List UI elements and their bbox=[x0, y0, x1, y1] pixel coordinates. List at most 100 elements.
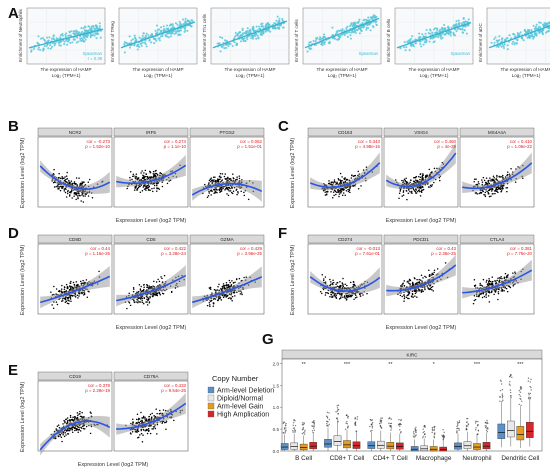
data-point bbox=[534, 25, 538, 28]
data-point bbox=[500, 290, 503, 292]
data-point bbox=[153, 184, 156, 187]
data-point bbox=[36, 41, 39, 44]
data-point bbox=[431, 288, 433, 291]
data-point bbox=[143, 185, 145, 187]
data-point bbox=[503, 289, 505, 292]
data-point bbox=[479, 191, 482, 194]
outlier-point bbox=[380, 422, 382, 424]
data-point bbox=[436, 29, 439, 32]
data-point bbox=[66, 433, 69, 435]
stat-label: Spearman bbox=[451, 51, 471, 56]
outlier-point bbox=[371, 425, 374, 428]
data-point bbox=[189, 24, 193, 27]
data-point bbox=[68, 182, 70, 184]
data-point bbox=[155, 172, 158, 175]
data-point bbox=[129, 304, 132, 307]
data-point bbox=[497, 291, 500, 293]
facet-strip bbox=[459, 127, 535, 137]
outlier-point bbox=[292, 424, 294, 426]
data-point bbox=[84, 428, 86, 430]
data-point bbox=[76, 30, 79, 33]
data-point bbox=[78, 295, 80, 297]
data-point bbox=[65, 180, 67, 183]
data-point bbox=[64, 176, 66, 178]
data-point bbox=[68, 288, 71, 291]
data-point bbox=[57, 185, 59, 188]
data-point bbox=[318, 38, 321, 41]
data-point bbox=[211, 292, 213, 294]
facet-strip bbox=[37, 234, 113, 244]
data-point bbox=[399, 190, 401, 192]
data-point bbox=[332, 279, 334, 282]
data-point bbox=[432, 273, 435, 275]
data-point bbox=[503, 277, 506, 280]
data-point bbox=[506, 48, 509, 51]
data-point bbox=[208, 192, 211, 194]
data-point bbox=[155, 281, 158, 283]
data-point bbox=[349, 34, 352, 37]
data-point bbox=[64, 32, 68, 35]
data-point bbox=[501, 37, 504, 40]
data-point bbox=[61, 32, 64, 36]
data-point bbox=[329, 295, 331, 298]
outlier-point bbox=[335, 417, 338, 420]
data-point bbox=[277, 26, 280, 29]
data-point bbox=[50, 45, 54, 48]
data-point bbox=[327, 182, 330, 185]
data-point bbox=[58, 172, 60, 175]
outlier-point bbox=[381, 417, 383, 419]
data-point bbox=[158, 291, 160, 294]
data-point bbox=[94, 28, 97, 31]
data-point bbox=[163, 274, 166, 277]
regression-line bbox=[120, 21, 196, 49]
panel-label: A bbox=[8, 5, 19, 22]
data-point bbox=[225, 40, 229, 43]
data-point bbox=[411, 290, 414, 293]
data-point bbox=[418, 32, 421, 35]
data-point bbox=[342, 284, 344, 287]
x-axis-label: The expression of HAMP bbox=[40, 67, 91, 72]
data-point bbox=[64, 301, 67, 304]
data-point bbox=[487, 191, 490, 194]
data-point bbox=[139, 185, 141, 188]
data-point bbox=[373, 15, 376, 18]
data-point bbox=[82, 34, 85, 37]
data-point bbox=[146, 304, 149, 306]
data-point bbox=[496, 176, 498, 178]
data-point bbox=[123, 43, 126, 46]
data-point bbox=[77, 283, 79, 286]
data-point bbox=[484, 191, 487, 194]
data-point bbox=[147, 298, 150, 300]
y-axis-label: Expression Level (log2 TPM) bbox=[290, 138, 296, 209]
data-point bbox=[403, 41, 406, 44]
data-point bbox=[452, 31, 455, 35]
confidence-band bbox=[462, 259, 532, 299]
outlier-point bbox=[371, 427, 374, 429]
data-point bbox=[236, 291, 238, 294]
data-point bbox=[213, 180, 215, 183]
outlier-point bbox=[347, 425, 349, 427]
data-point bbox=[473, 294, 476, 297]
data-point bbox=[210, 177, 212, 179]
data-point bbox=[409, 181, 411, 184]
outlier-point bbox=[354, 417, 357, 419]
data-point bbox=[358, 18, 361, 21]
data-point bbox=[497, 277, 499, 279]
data-point bbox=[139, 42, 143, 45]
data-point bbox=[490, 283, 492, 286]
data-point bbox=[495, 190, 498, 192]
data-point bbox=[147, 188, 150, 190]
data-point bbox=[133, 189, 136, 191]
data-point bbox=[358, 27, 361, 30]
data-point bbox=[130, 422, 132, 425]
data-point bbox=[78, 292, 81, 295]
data-point bbox=[347, 190, 350, 193]
data-point bbox=[155, 169, 157, 172]
data-point bbox=[542, 25, 545, 28]
data-point bbox=[52, 181, 55, 184]
panel-d: Expression Level (log2 TPM)Expression Le… bbox=[20, 234, 265, 331]
data-point bbox=[155, 24, 159, 27]
data-point bbox=[170, 27, 173, 30]
data-point bbox=[406, 198, 408, 201]
